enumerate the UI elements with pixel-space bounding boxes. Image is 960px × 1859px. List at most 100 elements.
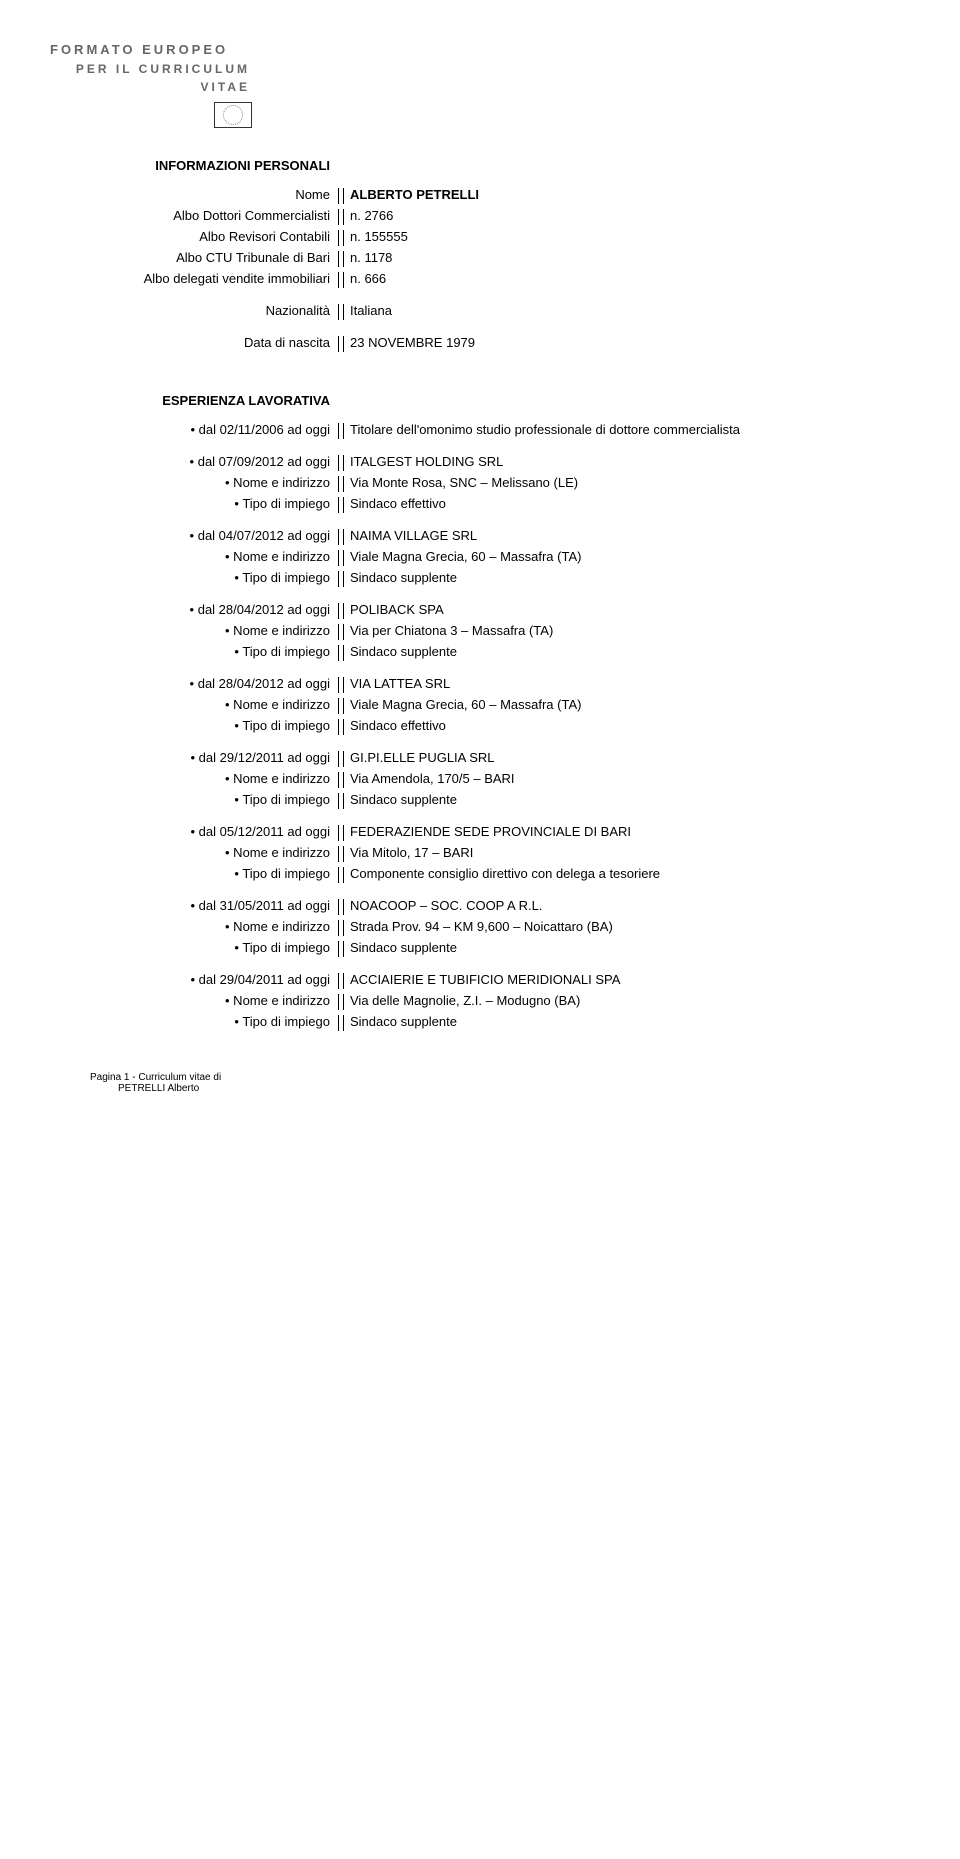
separator xyxy=(338,571,339,587)
separator xyxy=(343,272,344,288)
job-period-label: • dal 29/12/2011 ad oggi xyxy=(50,750,334,765)
separator xyxy=(338,677,339,693)
job-block: • dal 04/07/2012 ad oggiNAIMA VILLAGE SR… xyxy=(50,528,910,588)
separator xyxy=(343,455,344,471)
separator xyxy=(338,251,339,267)
header-line1: FORMATO EUROPEO xyxy=(50,40,910,60)
separator xyxy=(338,645,339,661)
job-role-row: • Tipo di impiegoSindaco supplente xyxy=(50,570,910,588)
job-address-label: • Nome e indirizzo xyxy=(50,771,334,786)
job-period-label: • dal 07/09/2012 ad oggi xyxy=(50,454,334,469)
job-role-label: • Tipo di impiego xyxy=(50,940,334,955)
separator xyxy=(338,603,339,619)
row-albo4: Albo delegati vendite immobiliari n. 666 xyxy=(50,271,910,289)
separator xyxy=(338,272,339,288)
separator xyxy=(338,698,339,714)
separator xyxy=(338,1015,339,1031)
personal-block: Nome ALBERTO PETRELLI Albo Dottori Comme… xyxy=(50,187,910,289)
job-period-row: • dal 28/04/2012 ad oggiPOLIBACK SPA xyxy=(50,602,910,620)
separator xyxy=(343,624,344,640)
separator xyxy=(343,529,344,545)
job-role: Sindaco supplente xyxy=(346,1014,910,1029)
job-period-row: • dal 04/07/2012 ad oggiNAIMA VILLAGE SR… xyxy=(50,528,910,546)
job-company: ACCIAIERIE E TUBIFICIO MERIDIONALI SPA xyxy=(346,972,910,987)
separator xyxy=(343,603,344,619)
separator xyxy=(338,624,339,640)
separator xyxy=(343,846,344,862)
job-address-label: • Nome e indirizzo xyxy=(50,549,334,564)
separator xyxy=(343,772,344,788)
separator xyxy=(343,973,344,989)
job-block: • dal 28/04/2012 ad oggiPOLIBACK SPA • No… xyxy=(50,602,910,662)
dob-value: 23 NOVEMBRE 1979 xyxy=(346,335,910,350)
job-role-label: • Tipo di impiego xyxy=(50,496,334,511)
job-role-row: • Tipo di impiegoSindaco supplente xyxy=(50,940,910,958)
job-period-row: • dal 29/12/2011 ad oggi GI.PI.ELLE PUGLI… xyxy=(50,750,910,768)
job-address-label: • Nome e indirizzo xyxy=(50,475,334,490)
job-address: Viale Magna Grecia, 60 – Massafra (TA) xyxy=(346,549,910,564)
jobs-container: • dal 02/11/2006 ad oggiTitolare dell'om… xyxy=(50,422,910,1032)
job-role-label: • Tipo di impiego xyxy=(50,1014,334,1029)
job-period-row: • dal 28/04/2012 ad oggiVIA LATTEA SRL xyxy=(50,676,910,694)
section-personal-title: INFORMAZIONI PERSONALI xyxy=(50,158,330,173)
job-role-label: • Tipo di impiego xyxy=(50,718,334,733)
header-line3: VITAE xyxy=(50,78,250,96)
job-block: • dal 31/05/2011 ad oggi NOACOOP – SOC. C… xyxy=(50,898,910,958)
job-address: Via per Chiatona 3 – Massafra (TA) xyxy=(346,623,910,638)
separator xyxy=(338,550,339,566)
dob-text: 23 NOVEMBRE 1979 xyxy=(350,335,475,350)
separator xyxy=(343,571,344,587)
section-work-title: ESPERIENZA LAVORATIVA xyxy=(50,393,330,408)
job-address-row: • Nome e indirizzo Viale Magna Grecia, 60… xyxy=(50,549,910,567)
job-address: Via Monte Rosa, SNC – Melissano (LE) xyxy=(346,475,910,490)
job-role: Sindaco effettivo xyxy=(346,718,910,733)
job-role: Sindaco supplente xyxy=(346,792,910,807)
job-company: POLIBACK SPA xyxy=(346,602,910,617)
job-role-row: • Tipo di impiegoSindaco effettivo xyxy=(50,496,910,514)
separator xyxy=(338,336,339,352)
job-address-row: • Nome e indirizzoVia delle Magnolie, Z.… xyxy=(50,993,910,1011)
name-value: ALBERTO PETRELLI xyxy=(346,187,910,202)
job-company: NOACOOP – SOC. COOP A R.L. xyxy=(346,898,910,913)
dob-block: Data di nascita 23 NOVEMBRE 1979 xyxy=(50,335,910,353)
separator xyxy=(338,920,339,936)
job-role: Sindaco supplente xyxy=(346,644,910,659)
separator xyxy=(338,825,339,841)
separator xyxy=(343,793,344,809)
separator xyxy=(343,899,344,915)
name-label: Nome xyxy=(50,187,334,202)
separator xyxy=(343,336,344,352)
job-company: FEDERAZIENDE SEDE PROVINCIALE DI BARI xyxy=(346,824,910,839)
albo2-value: n. 155555 xyxy=(346,229,910,244)
separator xyxy=(343,825,344,841)
separator xyxy=(343,698,344,714)
separator xyxy=(343,304,344,320)
separator xyxy=(343,550,344,566)
job-period-label: • dal 05/12/2011 ad oggi xyxy=(50,824,334,839)
job-company: GI.PI.ELLE PUGLIA SRL xyxy=(346,750,910,765)
job-address-label: • Nome e indirizzo xyxy=(50,623,334,638)
job-address: Via Amendola, 170/5 – BARI xyxy=(346,771,910,786)
separator xyxy=(343,751,344,767)
separator xyxy=(338,994,339,1010)
separator xyxy=(338,209,339,225)
job-block: • dal 29/04/2011 ad oggiACCIAIERIE E TUB… xyxy=(50,972,910,1032)
job-company: VIA LATTEA SRL xyxy=(346,676,910,691)
job-block: • dal 07/09/2012 ad oggi ITALGEST HOLDING… xyxy=(50,454,910,514)
job-block: • dal 02/11/2006 ad oggiTitolare dell'om… xyxy=(50,422,910,440)
job-period-label: • dal 04/07/2012 ad oggi xyxy=(50,528,334,543)
albo4-value: n. 666 xyxy=(346,271,910,286)
job-role-label: • Tipo di impiego xyxy=(50,792,334,807)
job-role: Sindaco supplente xyxy=(346,570,910,585)
job-address-label: • Nome e indirizzo xyxy=(50,845,334,860)
job-address-row: • Nome e indirizzo Via Amendola, 170/5 – … xyxy=(50,771,910,789)
job-period-row: • dal 31/05/2011 ad oggi NOACOOP – SOC. C… xyxy=(50,898,910,916)
separator xyxy=(343,645,344,661)
job-role-row: • Tipo di impiegoSindaco supplente xyxy=(50,644,910,662)
separator xyxy=(338,751,339,767)
job-address-row: • Nome e indirizzo Via Monte Rosa, SNC – … xyxy=(50,475,910,493)
job-block: • dal 05/12/2011 ad oggi FEDERAZIENDE SED… xyxy=(50,824,910,884)
job-company: ITALGEST HOLDING SRL xyxy=(346,454,910,469)
separator xyxy=(338,719,339,735)
job-period-label: • dal 31/05/2011 ad oggi xyxy=(50,898,334,913)
